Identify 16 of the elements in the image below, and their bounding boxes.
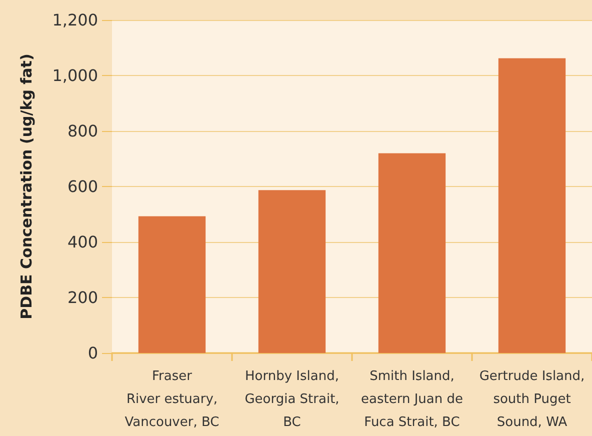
x-tick-label: Gertrude Island, south Puget Sound, WA bbox=[479, 369, 585, 430]
y-tick-label: 600 bbox=[67, 177, 98, 196]
y-tick-label: 0 bbox=[88, 344, 98, 362]
y-tick-label: 1,200 bbox=[52, 10, 98, 30]
bar bbox=[258, 190, 326, 353]
bar bbox=[378, 153, 446, 353]
x-tick-label: Fraser River estuary, Vancouver, BC bbox=[124, 369, 220, 430]
y-tick-label: 1,000 bbox=[52, 66, 98, 85]
y-tick-label: 400 bbox=[67, 232, 98, 252]
y-axis-title: PDBE Concentration (ug/kg fat) bbox=[18, 54, 36, 320]
x-tick-label: Hornby Island, Georgia Strait, BC bbox=[244, 369, 340, 430]
y-tick-label: 200 bbox=[67, 288, 98, 307]
x-tick-label: Smith Island, eastern Juan de Fuca Strait, BC bbox=[361, 369, 463, 430]
bar bbox=[498, 58, 566, 353]
y-tick-label: 800 bbox=[67, 122, 98, 140]
bar bbox=[138, 216, 206, 353]
